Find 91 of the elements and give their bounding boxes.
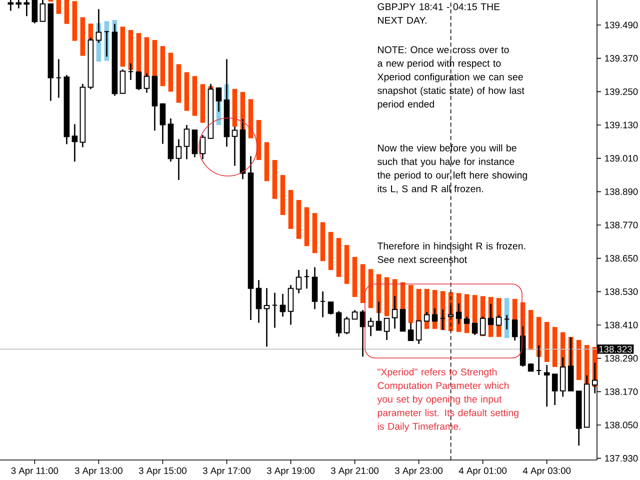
x-tick-label: 3 Apr 19:00 <box>266 467 315 476</box>
bar <box>304 207 310 246</box>
candlestick <box>304 268 310 290</box>
annotation: NOTE: Once we cross over to a new period with respect to Xperiod configuration we can see snapshot (static state) of how last period ended <box>377 46 524 110</box>
bar <box>552 326 558 367</box>
candlestick <box>200 134 206 160</box>
y-tick-label: 138.770 <box>605 222 638 228</box>
bar <box>528 310 534 350</box>
bar <box>264 142 270 182</box>
annotation: Now the view before you will be such that you have for instance the period to our left here showing its L, S and R all frozen. <box>377 144 528 194</box>
candlestick <box>352 309 358 320</box>
candlestick <box>40 0 46 22</box>
y-tick-label: 138.170 <box>605 388 638 395</box>
x-tick-label: 4 Apr 03:00 <box>522 467 571 476</box>
candlestick <box>264 287 270 348</box>
candlestick <box>496 314 502 326</box>
y-tick-label: 138.050 <box>605 422 638 428</box>
candlestick <box>160 102 166 145</box>
candlestick <box>544 364 550 408</box>
x-tick-label: 4 Apr 01:00 <box>458 467 507 476</box>
bar <box>296 200 302 239</box>
candlestick <box>344 316 350 335</box>
candlestick <box>296 269 302 294</box>
y-tick-label: 138.290 <box>605 355 638 362</box>
bar <box>328 232 334 270</box>
bar <box>408 285 414 324</box>
bar <box>280 175 286 216</box>
bar <box>360 264 366 304</box>
y-tick-label: 138.410 <box>605 322 638 328</box>
x-tick-label: 3 Apr 15:00 <box>138 467 186 476</box>
bar <box>136 33 142 72</box>
candlestick <box>184 124 190 160</box>
bar <box>184 72 190 111</box>
candlestick <box>72 124 78 162</box>
x-tick-label: 3 Apr 21:00 <box>331 467 379 476</box>
y-tick-label: 138.890 <box>605 188 638 195</box>
candlestick <box>320 290 326 318</box>
x-tick-label: 3 Apr 13:00 <box>74 467 122 476</box>
y-tick-label: 139.490 <box>605 22 638 28</box>
bar <box>56 0 62 14</box>
bar <box>64 0 70 24</box>
y-tick-label: 139.370 <box>605 55 638 62</box>
candlestick <box>176 138 182 181</box>
candlestick <box>424 311 430 322</box>
y-tick-label: 139.010 <box>605 155 638 162</box>
bar <box>248 99 254 138</box>
candlestick <box>56 58 62 98</box>
bar <box>272 160 278 199</box>
bar <box>368 269 374 308</box>
bar <box>288 190 294 229</box>
bar <box>120 26 126 67</box>
candlestick <box>32 0 38 24</box>
candlestick <box>256 279 262 324</box>
y-tick-label: 138.530 <box>605 288 638 295</box>
bar <box>536 316 542 357</box>
candlestick <box>192 129 198 158</box>
bar <box>352 256 358 297</box>
annotation: "Xperiod" refers to Strength Computation Parameter which you set by opening the input parameter list. Its default setting is Daily Timeframe. <box>377 368 518 432</box>
x-tick-label: 3 Apr 23:00 <box>395 467 443 476</box>
bar <box>200 84 206 123</box>
candlestick <box>336 310 342 338</box>
bar <box>176 64 182 103</box>
x-tick-label: 3 Apr 17:00 <box>202 467 250 476</box>
bar <box>320 222 326 262</box>
bar <box>232 88 238 127</box>
bar <box>72 1 78 41</box>
bar <box>192 76 198 116</box>
x-tick-label: 3 Apr 11:00 <box>11 467 58 476</box>
bar <box>80 17 86 56</box>
candlestick <box>120 68 126 94</box>
annotation: GBPJPY 18:41 - 04:15 THE NEXT DAY. <box>378 3 500 24</box>
candlestick <box>368 317 374 337</box>
annotation: Therefore in hindsight R is frozen. See next screenshot <box>377 242 526 264</box>
candlestick <box>272 292 278 328</box>
y-tick-label: 139.130 <box>605 122 638 128</box>
y-tick-label: 138.650 <box>605 255 638 262</box>
candlestick <box>552 374 558 406</box>
y-tick-label: 139.250 <box>605 88 638 95</box>
y-tick-label: 137.930 <box>605 455 638 462</box>
candlestick <box>280 293 286 318</box>
bar <box>344 245 350 284</box>
candlestick <box>328 301 334 316</box>
ref-line-label: 138.323 <box>599 346 632 352</box>
candlestick <box>384 318 390 341</box>
bar <box>336 238 342 277</box>
bar <box>576 340 582 380</box>
bar <box>544 322 550 362</box>
bar <box>168 52 174 92</box>
candlestick <box>288 284 294 326</box>
bar <box>312 213 318 254</box>
bar <box>160 46 166 86</box>
